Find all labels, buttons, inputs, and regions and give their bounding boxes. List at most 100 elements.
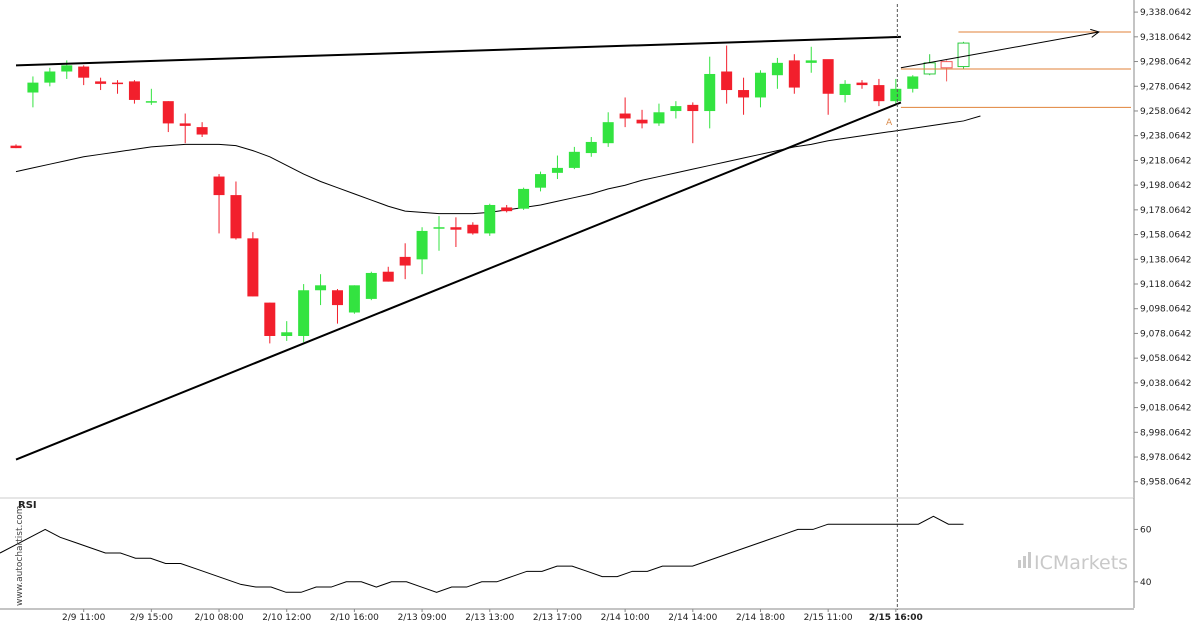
candles-layer <box>10 45 919 344</box>
trendlines-layer: A <box>15 28 1100 461</box>
time-axis: 2/9 11:00 2/9 15:00 2/10 08:00 2/10 12:00 2/… <box>0 608 1134 623</box>
candle <box>771 57 783 89</box>
candle-body <box>535 174 547 188</box>
price-tick-label: 9,018.0642 <box>1140 404 1192 414</box>
branding: www.autochartist.com ICMarkets <box>15 505 1128 606</box>
candle <box>890 78 902 105</box>
candle-body <box>331 290 343 306</box>
time-tick-label: 2/10 12:00 <box>262 613 311 623</box>
price-tick-label: 8,998.0642 <box>1140 428 1192 438</box>
candle <box>788 54 800 94</box>
rsi-line <box>0 515 964 593</box>
price-tick-label: 8,978.0642 <box>1140 453 1192 463</box>
candle-body <box>602 122 614 144</box>
candle <box>873 78 885 107</box>
candle <box>754 70 766 108</box>
projected-candle-body <box>940 61 953 69</box>
price-tick-label: 9,078.0642 <box>1140 329 1192 339</box>
candle-body <box>281 332 293 336</box>
price-tick-label: 9,058.0642 <box>1140 354 1192 364</box>
resistance-trendline <box>15 35 901 67</box>
price-tick-label: 9,158.0642 <box>1140 231 1192 241</box>
time-tick-label: 2/13 17:00 <box>533 613 582 623</box>
candle-body <box>196 127 208 135</box>
forecast-trendline <box>900 31 1099 69</box>
price-tick-label: 9,258.0642 <box>1140 107 1192 117</box>
candle-body <box>822 59 834 94</box>
candle <box>822 59 834 115</box>
rsi-tick-label: 40 <box>1140 578 1152 588</box>
candle-body <box>484 204 496 234</box>
candle-body <box>365 272 377 299</box>
candle-body <box>805 60 817 63</box>
candle <box>670 101 682 119</box>
price-tick-label: 9,238.0642 <box>1140 132 1192 142</box>
candle <box>281 321 293 341</box>
candle <box>247 232 259 297</box>
candle <box>602 112 614 147</box>
candle-body <box>61 65 73 72</box>
candle-body <box>264 302 276 336</box>
candle <box>450 217 462 247</box>
candle <box>145 88 157 105</box>
candle <box>416 227 428 275</box>
candle <box>636 109 648 129</box>
candle-body <box>501 207 513 212</box>
candle-body <box>95 81 107 84</box>
candle <box>399 243 411 280</box>
candle <box>10 144 22 149</box>
candle-body <box>298 290 310 336</box>
candle <box>839 80 851 103</box>
time-tick-label: 2/14 10:00 <box>601 613 650 623</box>
candle <box>213 174 225 234</box>
candle-body <box>551 167 563 173</box>
candle-body <box>78 66 90 78</box>
candle <box>315 274 327 306</box>
projected-candle <box>957 41 970 70</box>
candle-body <box>771 62 783 76</box>
candle <box>162 101 174 133</box>
candle-body <box>839 83 851 95</box>
candle-body <box>179 123 191 126</box>
time-tick-label: 2/9 11:00 <box>62 613 106 623</box>
candle <box>619 97 631 128</box>
candle-body <box>636 119 648 124</box>
projected-candle <box>940 60 953 82</box>
candle <box>721 45 733 104</box>
candle <box>44 67 56 87</box>
candle <box>27 76 39 108</box>
candle-body <box>907 76 919 89</box>
candle-body <box>619 113 631 119</box>
logo-text: ICMarkets <box>1034 552 1128 574</box>
projected-candle-body <box>957 42 970 68</box>
candle <box>298 284 310 343</box>
side-watermark: www.autochartist.com <box>15 505 25 606</box>
candle <box>196 122 208 138</box>
time-tick-label: 2/15 16:00 <box>869 613 923 623</box>
price-tick-label: 9,318.0642 <box>1140 33 1192 43</box>
candle-body <box>585 141 597 154</box>
projected-candle <box>923 54 936 76</box>
price-tick-label: 9,198.0642 <box>1140 181 1192 191</box>
candle <box>535 171 547 192</box>
candle <box>738 77 750 115</box>
time-tick-label: 2/10 08:00 <box>195 613 244 623</box>
projected-candles-layer <box>923 41 970 82</box>
candle <box>484 203 496 236</box>
candle <box>551 155 563 180</box>
time-tick-label: 2/15 11:00 <box>804 613 853 623</box>
time-tick-label: 2/10 16:00 <box>330 613 379 623</box>
price-tick-label: 9,278.0642 <box>1140 82 1192 92</box>
candle <box>264 302 276 344</box>
time-tick-label: 2/14 14:00 <box>668 613 717 623</box>
forecast-arrowhead <box>1090 28 1100 38</box>
candle-body <box>754 72 766 98</box>
candle <box>348 285 360 314</box>
candle-body <box>399 256 411 266</box>
candle-body <box>856 82 868 86</box>
time-tick-label: 2/13 09:00 <box>398 613 447 623</box>
candle-body <box>873 85 885 102</box>
support-trendline <box>15 101 902 461</box>
moving-average-layer <box>15 115 981 215</box>
